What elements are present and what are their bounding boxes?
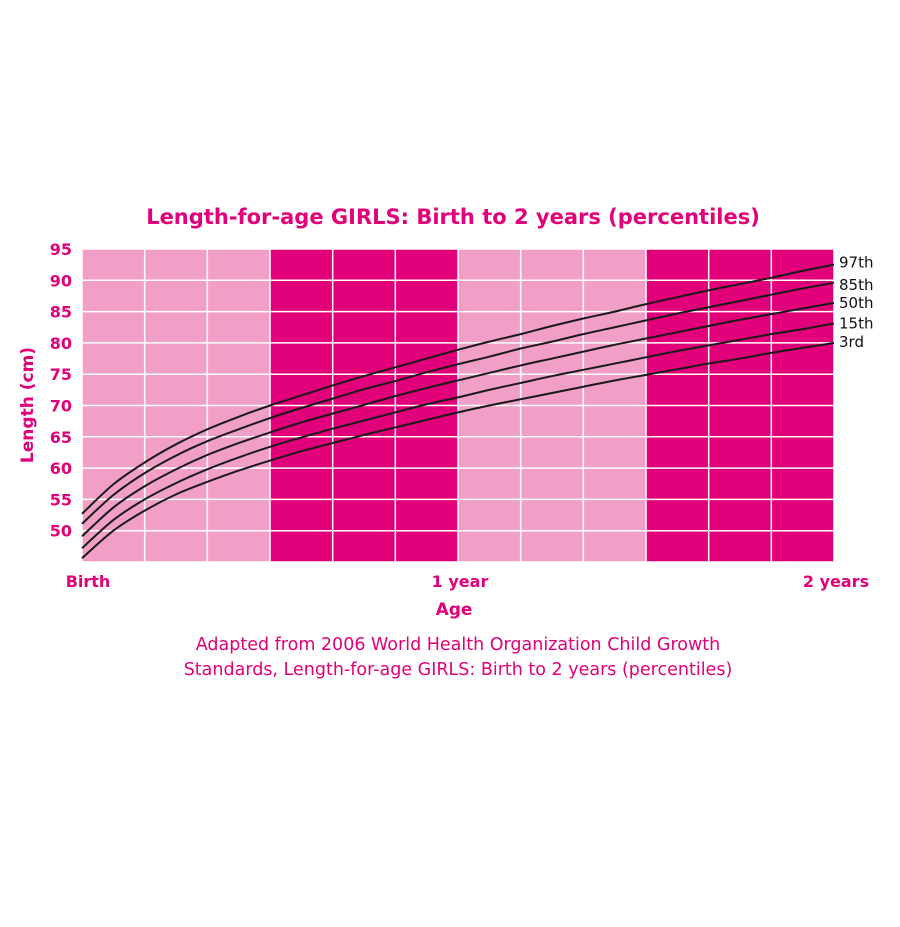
series-label-15th: 15th [839, 314, 873, 332]
y-tick-label: 55 [50, 490, 72, 509]
x-axis-label: Age [436, 600, 473, 620]
y-tick-label: 65 [50, 428, 72, 447]
y-tick-labels: 50 55 60 65 70 75 80 85 90 95 [50, 240, 72, 541]
percentile-curve-85th [81, 281, 835, 525]
percentile-curve-15th [81, 322, 835, 549]
y-tick-label: 50 [50, 522, 72, 541]
series-label-50th: 50th [839, 294, 873, 312]
percentile-curve-50th [81, 301, 835, 538]
percentile-curves [81, 263, 835, 559]
x-tick-label: Birth [66, 572, 111, 591]
y-tick-label: 85 [50, 303, 72, 322]
y-tick-label: 90 [50, 271, 72, 290]
y-tick-label: 80 [50, 334, 72, 353]
series-label-97th: 97th [839, 254, 873, 272]
series-label-85th: 85th [839, 276, 873, 294]
caption-line-1: Adapted from 2006 World Health Organizat… [196, 635, 721, 655]
chart-title: Length-for-age GIRLS: Birth to 2 years (… [146, 205, 760, 229]
series-label-3rd: 3rd [839, 333, 864, 351]
x-tick-label: 1 year [432, 572, 489, 591]
y-tick-label: 70 [50, 397, 72, 416]
x-tick-labels: Birth 1 year 2 years [66, 572, 869, 591]
percentile-curve-3rd [81, 341, 835, 559]
y-tick-label: 60 [50, 459, 72, 478]
y-tick-label: 95 [50, 240, 72, 259]
y-tick-label: 75 [50, 365, 72, 384]
y-axis-label: Length (cm) [18, 347, 38, 463]
caption-line-2: Standards, Length-for-age GIRLS: Birth t… [184, 660, 733, 680]
percentile-curve-97th [81, 263, 835, 515]
x-tick-label: 2 years [803, 572, 869, 591]
